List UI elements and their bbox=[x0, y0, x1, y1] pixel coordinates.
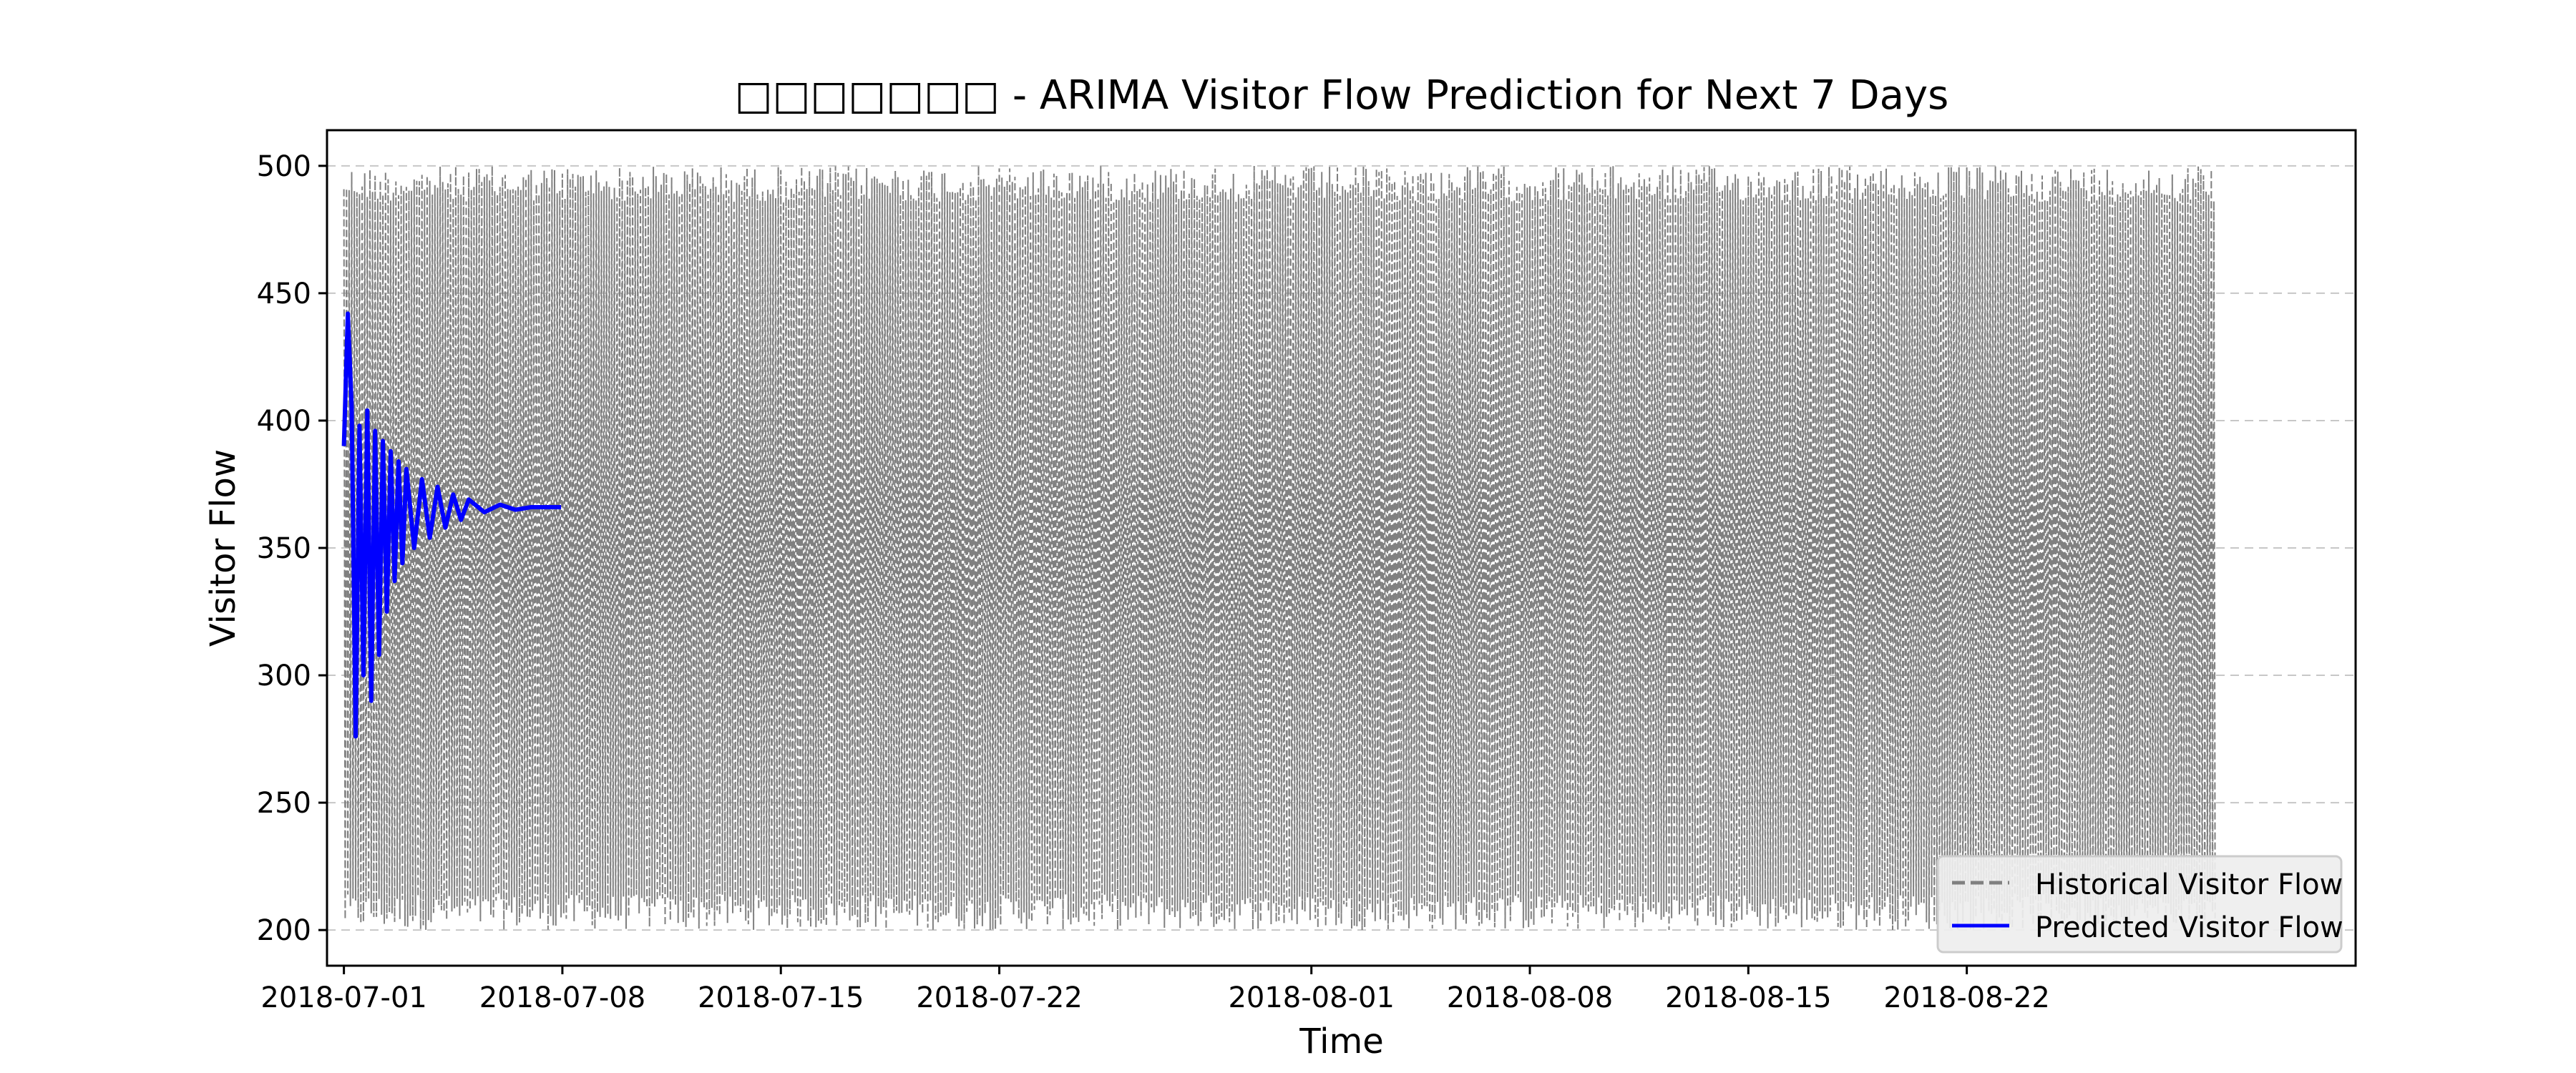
legend: Historical Visitor Flow Predicted Visito… bbox=[1936, 855, 2343, 954]
x-tick-label-2018-07-15: 2018-07-15 bbox=[698, 981, 864, 1014]
x-tick-label-2018-07-01: 2018-07-01 bbox=[260, 981, 426, 1014]
y-tick-label-250: 250 bbox=[257, 787, 311, 820]
legend-label-historical: Historical Visitor Flow bbox=[2035, 868, 2343, 901]
x-tick-label-2018-08-22: 2018-08-22 bbox=[1883, 981, 2049, 1014]
y-tick-label-350: 350 bbox=[257, 532, 311, 565]
axes: 200 250 300 350 400 450 500 2018-07-01 2018-07-0… bbox=[257, 150, 2050, 1014]
y-tick-label-300: 300 bbox=[257, 660, 311, 692]
y-axis-label: Visitor Flow bbox=[203, 449, 243, 647]
legend-label-predicted: Predicted Visitor Flow bbox=[2035, 911, 2343, 944]
y-tick-label-500: 500 bbox=[257, 150, 311, 183]
plot-series bbox=[341, 165, 2216, 931]
x-tick-label-2018-08-08: 2018-08-08 bbox=[1447, 981, 1613, 1014]
y-tick-label-450: 450 bbox=[257, 278, 311, 310]
x-tick-label-2018-07-22: 2018-07-22 bbox=[916, 981, 1082, 1014]
x-tick-label-2018-07-08: 2018-07-08 bbox=[479, 981, 645, 1014]
y-tick-label-200: 200 bbox=[257, 914, 311, 947]
x-tick-label-2018-08-15: 2018-08-15 bbox=[1665, 981, 1831, 1014]
legend-box bbox=[1936, 855, 2343, 954]
chart-title: □□□□□□□ - ARIMA Visitor Flow Prediction … bbox=[735, 72, 1949, 119]
series-historical-visitor-flow bbox=[343, 165, 2216, 931]
y-tick-label-400: 400 bbox=[257, 405, 311, 438]
series-predicted-visitor-flow bbox=[341, 311, 562, 739]
x-tick-label-2018-08-01: 2018-08-01 bbox=[1228, 981, 1394, 1014]
x-axis-label: Time bbox=[1299, 1021, 1383, 1062]
